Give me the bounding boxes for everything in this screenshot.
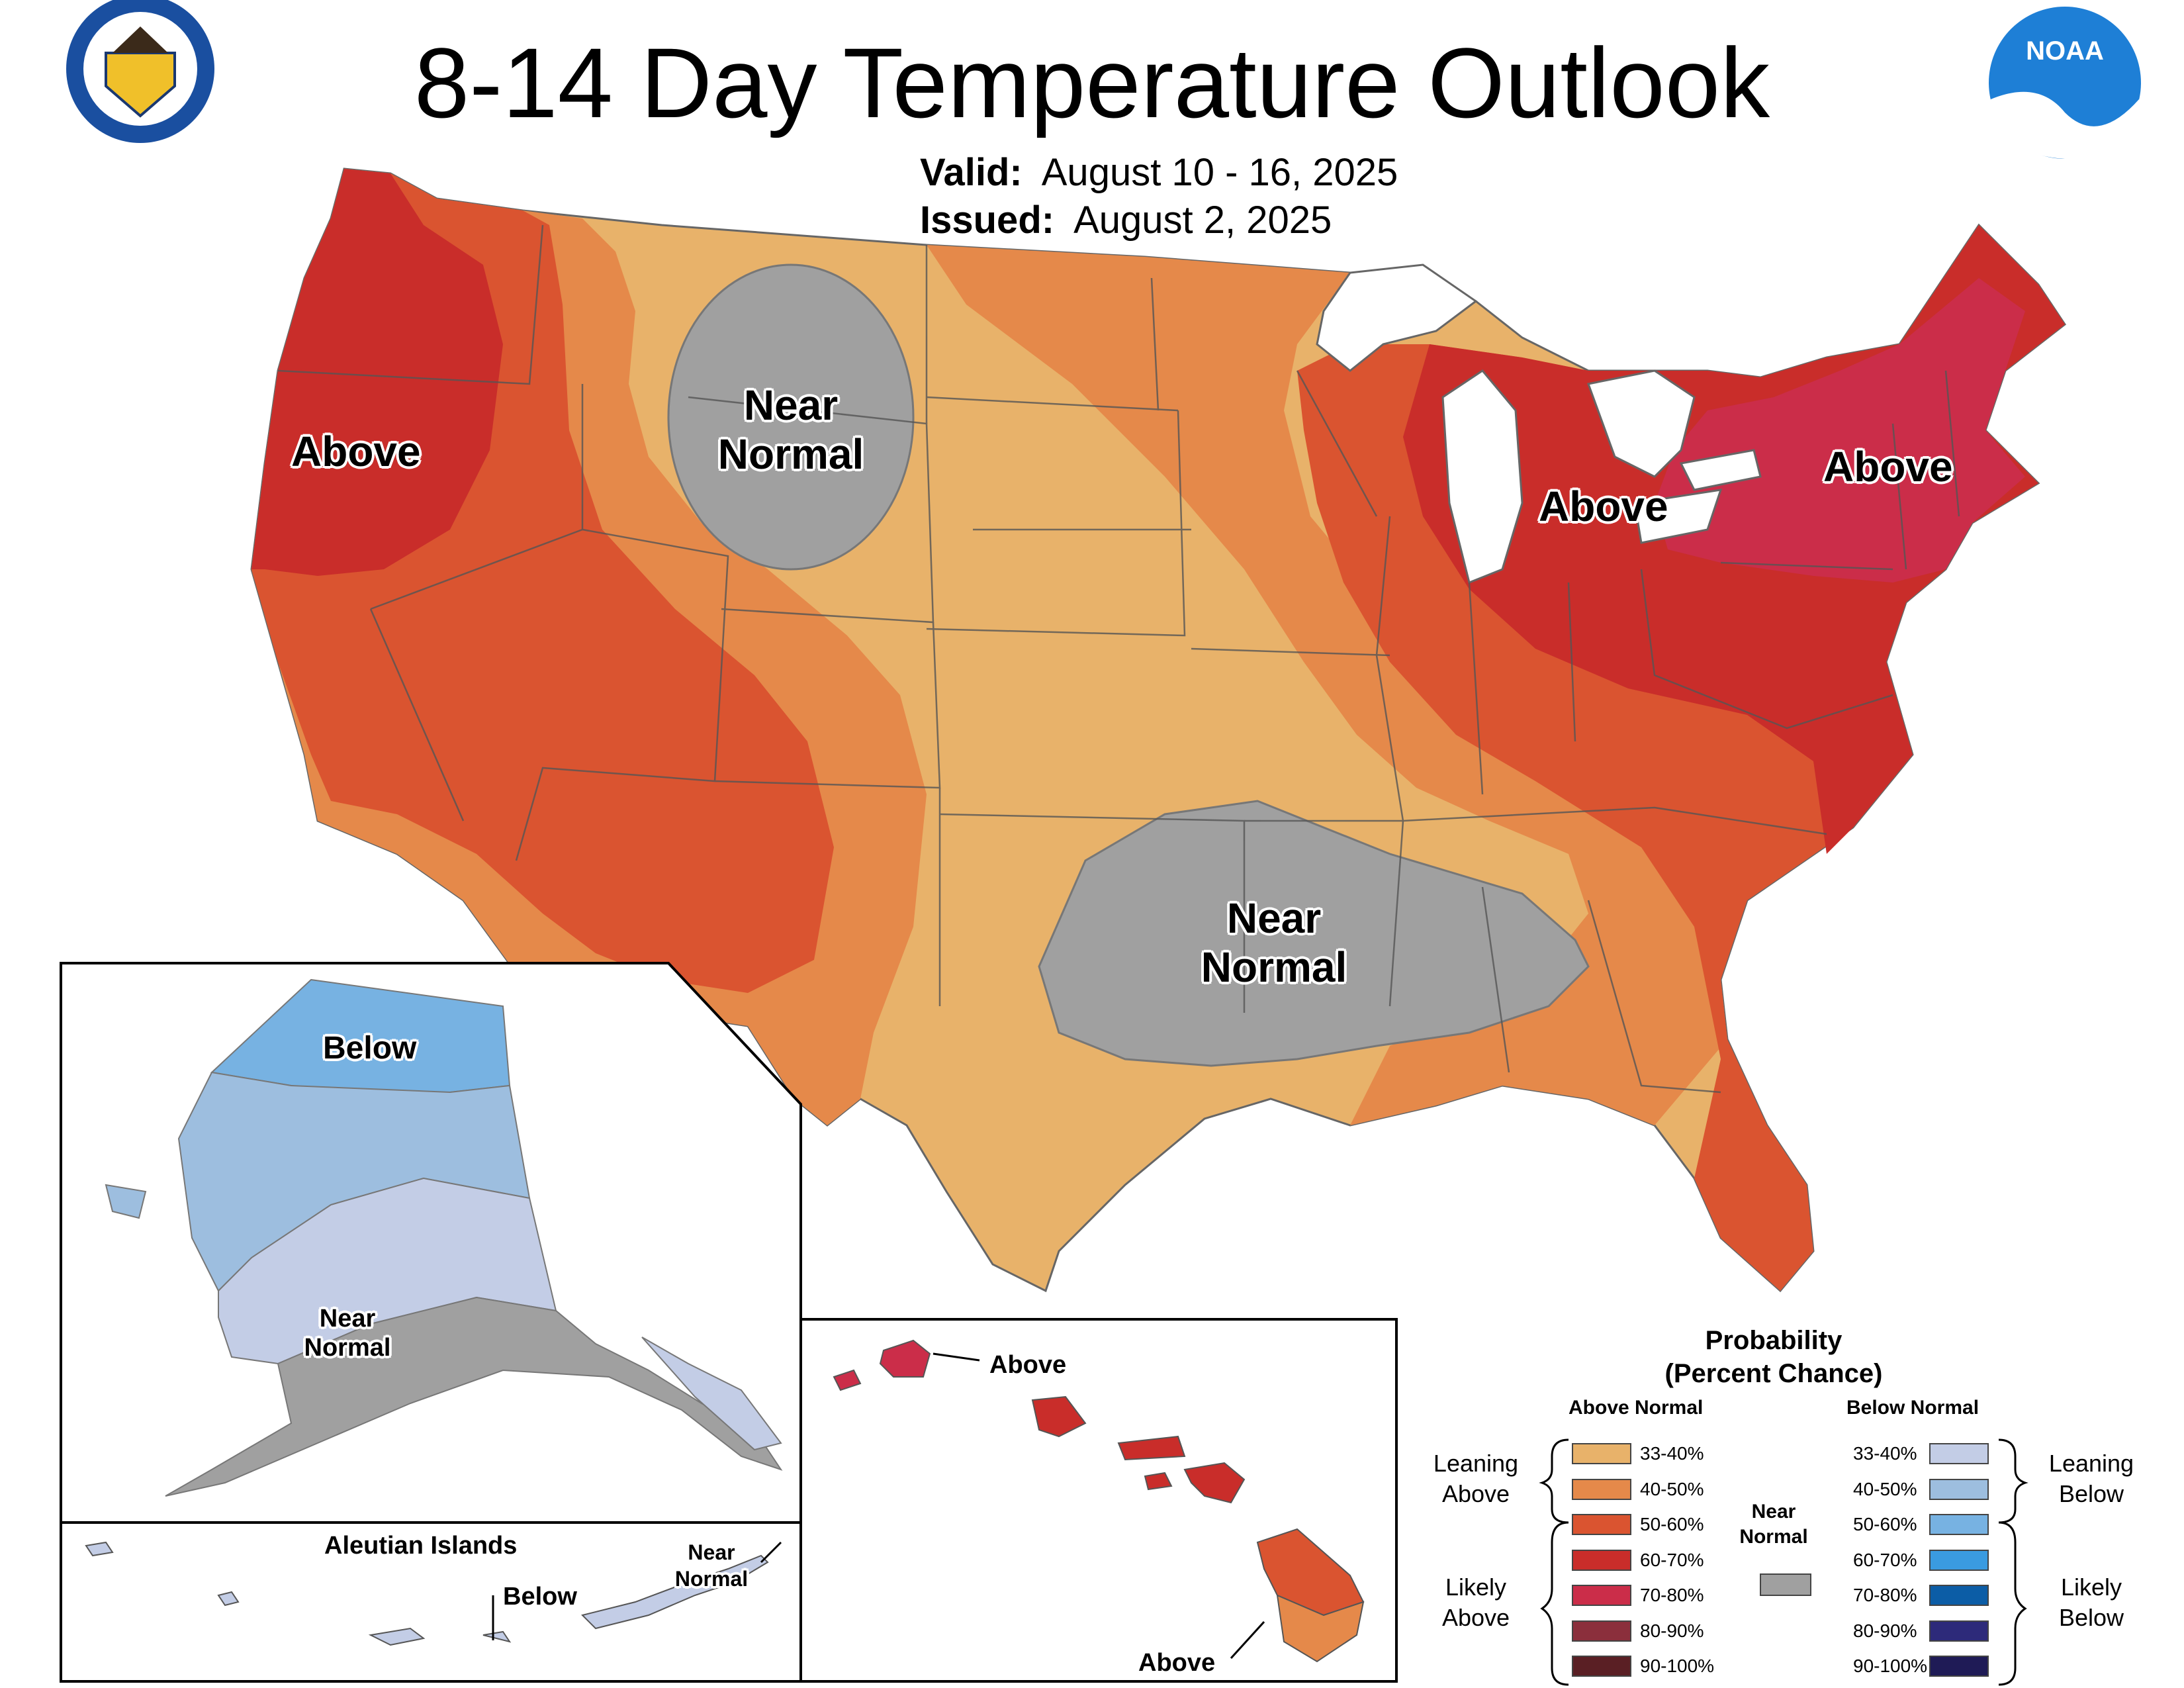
legend-near-text: Near	[1751, 1501, 1796, 1523]
label-alaska-below: Below	[323, 1031, 417, 1066]
label-aleutian-near: Near	[688, 1540, 735, 1564]
legend-below-swatch-6	[1929, 1656, 1989, 1677]
label-aleutian-near-normal: Near Normal	[662, 1539, 761, 1592]
department-of-commerce-seal	[66, 0, 214, 143]
label-hawaii-above-top: Above	[989, 1351, 1067, 1379]
label-alaska-near-normal: Near Normal	[278, 1304, 417, 1362]
legend-leaning-below-line1: Leaning	[2048, 1450, 2134, 1477]
legend-leaning-above-line1: Leaning	[1433, 1450, 1519, 1477]
legend-below-swatch-5	[1929, 1620, 1989, 1642]
alaska-inset	[60, 962, 802, 1524]
legend-above-swatch-4	[1572, 1585, 1631, 1606]
northeast-70-80-region	[1655, 278, 2025, 583]
legend-likely-below-line1: Likely	[2060, 1573, 2122, 1601]
label-south-near: Near	[1226, 894, 1322, 942]
label-hawaii-above-bottom: Above	[1138, 1649, 1216, 1677]
legend-above-swatch-6	[1572, 1656, 1631, 1677]
legend-above-swatch-1	[1572, 1478, 1631, 1500]
legend-likely-above-line1: Likely	[1445, 1573, 1507, 1601]
great-lakes	[1316, 263, 1762, 585]
legend-below-label-3: 60-70%	[1853, 1549, 1917, 1570]
legend-near-normal-heading: Near Normal	[1737, 1499, 1810, 1550]
valid-label: Valid:	[920, 151, 1023, 194]
label-michigan-above: Above	[1539, 483, 1668, 530]
label-alaska-normal: Normal	[304, 1334, 391, 1362]
issued-date: August 2, 2025	[1073, 199, 1332, 242]
legend-above-label-3: 60-70%	[1640, 1549, 1704, 1570]
legend-below-label-5: 80-90%	[1853, 1620, 1917, 1641]
legend-leaning-below-line2: Below	[2058, 1480, 2124, 1507]
label-west-above: Above	[291, 428, 421, 475]
legend-likely-above-line2: Above	[1441, 1604, 1510, 1631]
date-block: Valid: August 10 - 16, 2025 Issued: Augu…	[920, 149, 1398, 244]
noaa-logo-text: NOAA	[2026, 36, 2104, 66]
hawaii-inset	[799, 1318, 1398, 1683]
legend-likely-below: Likely Below	[2032, 1572, 2151, 1633]
south-near-normal-region	[1038, 800, 1590, 1067]
legend-leaning-above: Leaning Above	[1416, 1448, 1535, 1509]
legend-above-label-6: 90-100%	[1640, 1656, 1715, 1676]
legend-below-label-4: 70-80%	[1853, 1585, 1917, 1605]
map-title: 8-14 Day Temperature Outlook	[414, 27, 1770, 138]
legend-below-label-6: 90-100%	[1853, 1656, 1928, 1676]
legend-below-swatch-3	[1929, 1549, 1989, 1571]
legend-likely-above: Likely Above	[1416, 1572, 1535, 1633]
legend-title: Probability (Percent Chance)	[1641, 1324, 1906, 1390]
legend-braces	[1539, 1438, 2028, 1686]
mountain-near-normal-region	[667, 263, 915, 571]
west-60-70-region	[251, 169, 503, 576]
state-boundaries	[277, 224, 1960, 1094]
label-aleutian-title: Aleutian Islands	[324, 1532, 518, 1560]
legend-below-label-1: 40-50%	[1853, 1478, 1917, 1499]
legend-above-swatch-0	[1572, 1443, 1631, 1464]
legend-title-line2: (Percent Chance)	[1664, 1359, 1883, 1388]
label-mountain-normal: Normal	[717, 430, 864, 478]
legend-above-label-2: 50-60%	[1640, 1514, 1704, 1534]
label-south-near-normal: Near Normal	[1185, 894, 1363, 992]
legend-leaning-above-line2: Above	[1441, 1480, 1510, 1507]
legend-below-label-2: 50-60%	[1853, 1514, 1917, 1534]
label-mountain-near-normal: Near Normal	[702, 381, 880, 479]
legend-near-normal-swatch	[1760, 1573, 1811, 1596]
legend-above-label-1: 40-50%	[1640, 1478, 1704, 1499]
label-mountain-near: Near	[743, 381, 839, 429]
legend-above-label-0: 33-40%	[1640, 1443, 1704, 1464]
valid-dates: August 10 - 16, 2025	[1041, 151, 1398, 194]
legend-above-label-4: 70-80%	[1640, 1585, 1704, 1605]
label-alaska-near: Near	[319, 1305, 376, 1333]
legend-below-label-0: 33-40%	[1853, 1443, 1917, 1464]
legend-above-label-5: 80-90%	[1640, 1620, 1704, 1641]
legend-below-normal-heading: Below Normal	[1846, 1397, 1979, 1419]
northcentral-40-50-region	[927, 245, 1727, 1125]
label-aleutian-below: Below	[503, 1583, 577, 1611]
legend-title-line1: Probability	[1705, 1326, 1843, 1355]
legend-likely-below-line2: Below	[2058, 1604, 2124, 1631]
legend-above-swatch-3	[1572, 1549, 1631, 1571]
legend-below-swatch-1	[1929, 1478, 1989, 1500]
legend-normal-text: Normal	[1739, 1526, 1808, 1548]
legend-above-swatch-2	[1572, 1514, 1631, 1535]
legend-below-swatch-0	[1929, 1443, 1989, 1464]
issued-label: Issued:	[920, 199, 1055, 242]
label-aleutian-normal: Normal	[674, 1567, 749, 1591]
legend-above-swatch-5	[1572, 1620, 1631, 1642]
noaa-logo: NOAA	[1989, 7, 2141, 160]
legend-leaning-below: Leaning Below	[2032, 1448, 2151, 1509]
aleutian-inset	[60, 1521, 802, 1683]
label-south-normal: Normal	[1201, 943, 1347, 991]
label-northeast-above: Above	[1823, 443, 1953, 491]
legend-above-normal-heading: Above Normal	[1569, 1397, 1704, 1419]
legend-below-swatch-4	[1929, 1585, 1989, 1606]
legend-below-swatch-2	[1929, 1514, 1989, 1535]
